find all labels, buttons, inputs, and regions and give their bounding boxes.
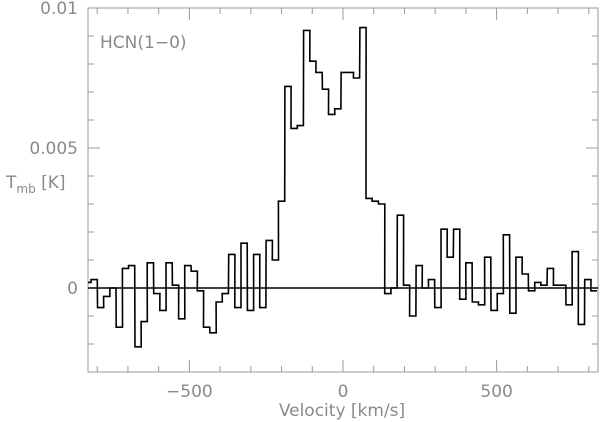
line-annotation: HCN(1−0) [100, 33, 187, 53]
y-axis-label-main: T [5, 173, 17, 193]
y-tick-label: 0.01 [40, 0, 78, 19]
plot-frame [87, 7, 599, 373]
y-tick-label: 0.005 [29, 139, 78, 159]
x-tick-label: 500 [480, 382, 512, 402]
y-tick-label: 0 [67, 279, 78, 299]
x-tick-label: −500 [166, 382, 213, 402]
tick-labels: −500 0 500 0 0.005 0.01 [29, 0, 513, 402]
y-axis-label-unit: [K] [36, 173, 66, 193]
y-axis-label-sub: mb [16, 182, 35, 196]
axis-ticks [88, 7, 598, 373]
plot-border [87, 7, 599, 373]
y-axis-label: Tmb [K] [5, 173, 66, 196]
spectrum-series-line [88, 26, 598, 348]
x-axis-label: Velocity [km/s] [279, 401, 405, 421]
x-tick-label: 0 [338, 382, 349, 402]
